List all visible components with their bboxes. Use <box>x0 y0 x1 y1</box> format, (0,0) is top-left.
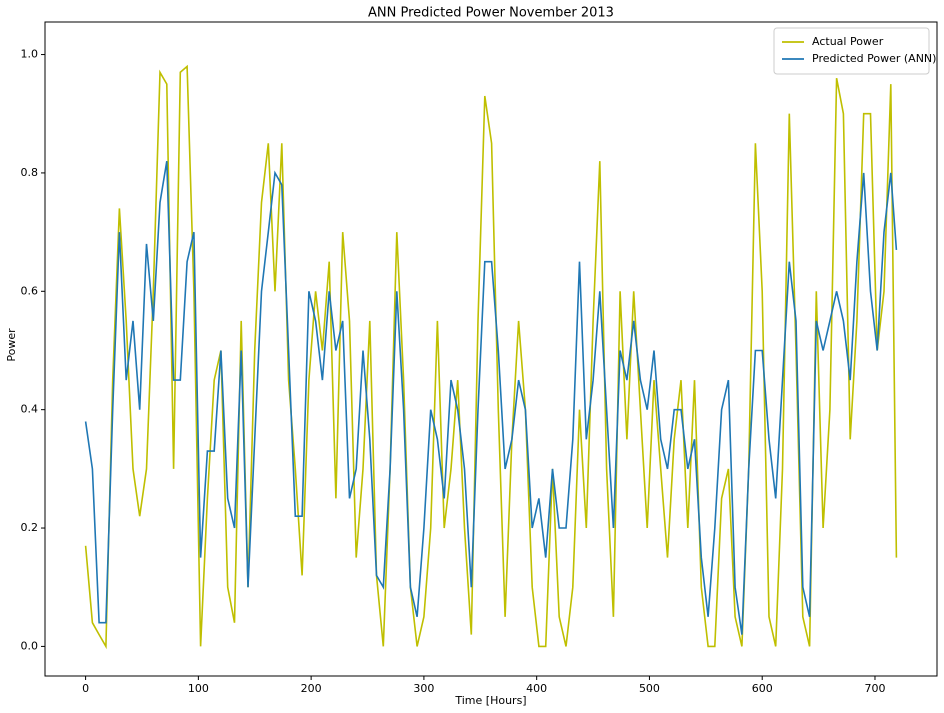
x-tick-label: 0 <box>82 682 89 695</box>
plot-frame <box>44 21 938 677</box>
legend: Actual Power Predicted Power (ANN) <box>773 27 936 75</box>
x-axis-label: Time [Hours] <box>454 694 526 707</box>
series-line <box>84 160 898 635</box>
x-tick-label: 100 <box>188 682 209 695</box>
chart-title: ANN Predicted Power November 2013 <box>368 6 614 21</box>
y-tick-label: 0.6 <box>21 284 39 297</box>
y-axis-label: Power <box>5 328 18 362</box>
legend-box <box>773 27 930 75</box>
series-line <box>84 64 898 650</box>
y-tick-label: 0.2 <box>21 521 39 534</box>
legend-label: Actual Power <box>812 35 884 48</box>
x-tick-label: 700 <box>864 682 885 695</box>
x-tick-label: 200 <box>301 682 322 695</box>
y-tick-label: 0.4 <box>21 403 39 416</box>
x-tick-label: 500 <box>639 682 660 695</box>
y-tick-label: 0.8 <box>21 166 39 179</box>
legend-label: Predicted Power (ANN) <box>812 52 936 65</box>
x-tick-label: 400 <box>526 682 547 695</box>
x-tick-label: 300 <box>413 682 434 695</box>
x-tick-label: 600 <box>752 682 773 695</box>
y-tick-label: 1.0 <box>21 48 39 61</box>
y-tick-label: 0.0 <box>21 639 39 652</box>
